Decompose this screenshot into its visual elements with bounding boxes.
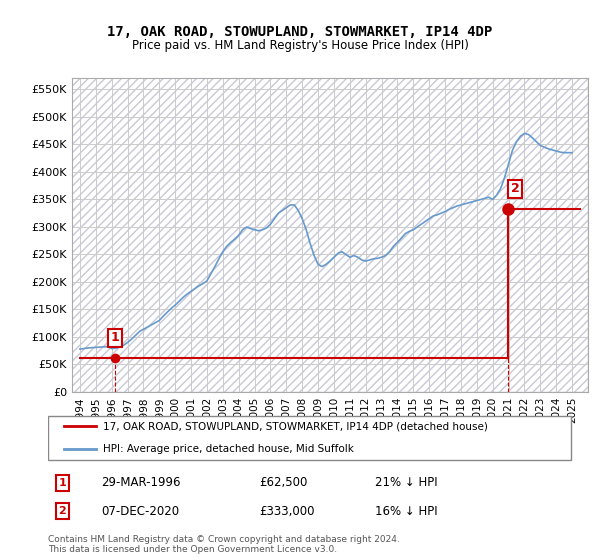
Text: Price paid vs. HM Land Registry's House Price Index (HPI): Price paid vs. HM Land Registry's House … bbox=[131, 39, 469, 52]
Text: 17, OAK ROAD, STOWUPLAND, STOWMARKET, IP14 4DP (detached house): 17, OAK ROAD, STOWUPLAND, STOWMARKET, IP… bbox=[103, 421, 488, 431]
Text: 1: 1 bbox=[59, 478, 67, 488]
Text: 17, OAK ROAD, STOWUPLAND, STOWMARKET, IP14 4DP: 17, OAK ROAD, STOWUPLAND, STOWMARKET, IP… bbox=[107, 25, 493, 39]
Text: 16% ↓ HPI: 16% ↓ HPI bbox=[376, 505, 438, 517]
FancyBboxPatch shape bbox=[48, 416, 571, 460]
Text: 29-MAR-1996: 29-MAR-1996 bbox=[101, 477, 181, 489]
Text: 1: 1 bbox=[110, 331, 119, 344]
Text: 21% ↓ HPI: 21% ↓ HPI bbox=[376, 477, 438, 489]
Text: 2: 2 bbox=[59, 506, 67, 516]
Text: Contains HM Land Registry data © Crown copyright and database right 2024.
This d: Contains HM Land Registry data © Crown c… bbox=[48, 535, 400, 554]
Text: £62,500: £62,500 bbox=[259, 477, 308, 489]
Text: 07-DEC-2020: 07-DEC-2020 bbox=[101, 505, 179, 517]
Text: 2: 2 bbox=[511, 183, 520, 195]
Text: £333,000: £333,000 bbox=[259, 505, 315, 517]
Text: HPI: Average price, detached house, Mid Suffolk: HPI: Average price, detached house, Mid … bbox=[103, 444, 355, 454]
